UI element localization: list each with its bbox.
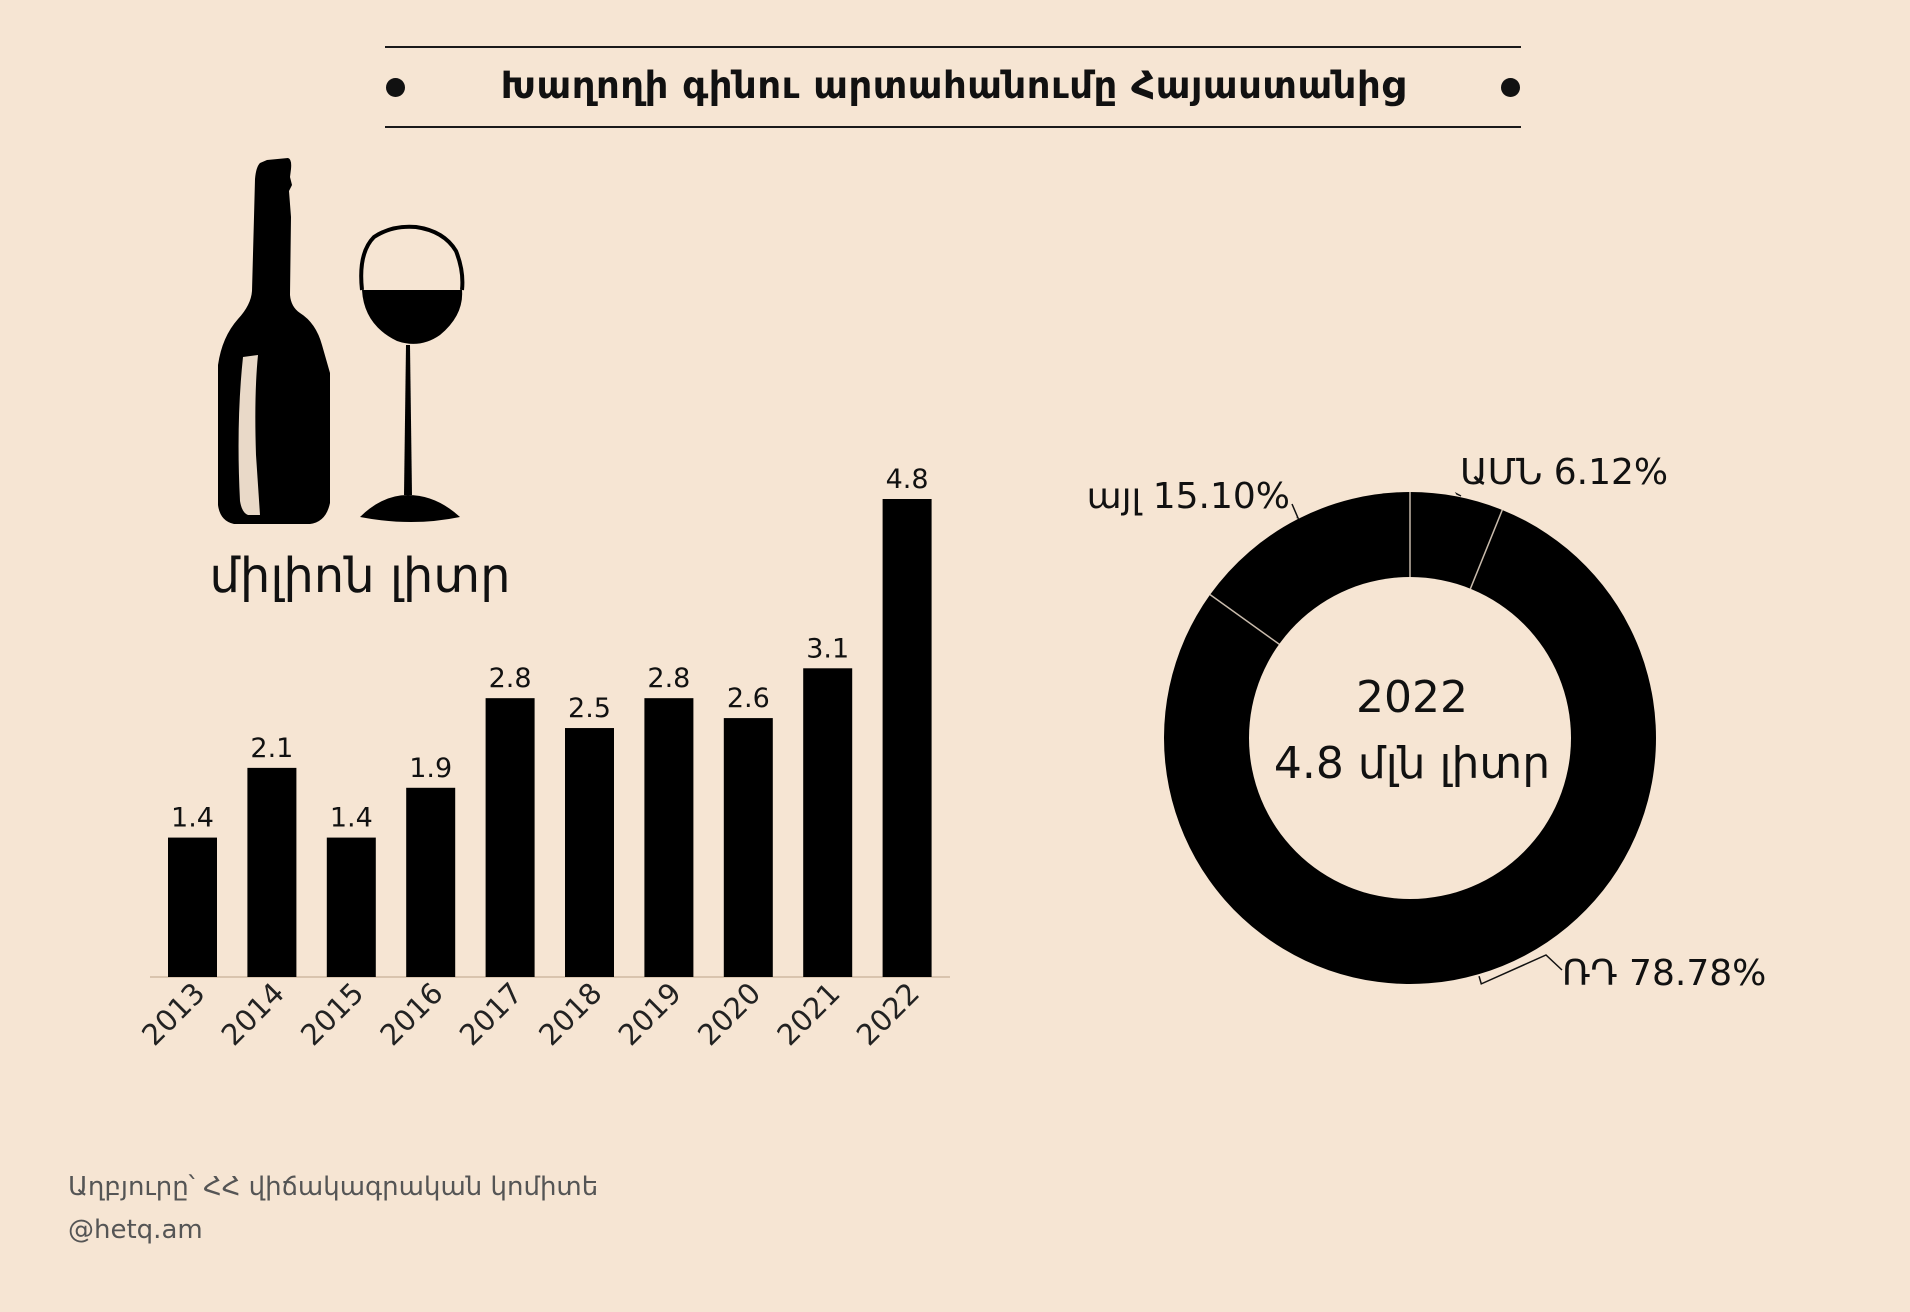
leader-line [1478, 954, 1563, 985]
bar-2019 [644, 698, 694, 977]
bar-value-labels: 1.4 2.1 1.4 1.9 2.8 2.5 2.8 2.6 3.1 4.8 [171, 464, 929, 834]
slice-label: այլ 15.10% [1087, 476, 1290, 517]
bar-value-label: 1.4 [171, 803, 214, 834]
bar-value-label: 4.8 [886, 464, 929, 495]
bar-value-label: 2.1 [250, 733, 293, 764]
bar-2016 [406, 787, 456, 977]
title-rule-bottom [385, 126, 1521, 128]
bar-value-label: 2.5 [568, 693, 611, 724]
wine-bottle-icon [218, 158, 330, 524]
donut-hole [1249, 577, 1571, 899]
footer: Աղբյուրը՝ ՀՀ վիճակագրական կոմիտե @hetq.a… [68, 1166, 598, 1252]
bar-value-label: 2.8 [489, 663, 532, 694]
bar-2021 [803, 668, 853, 977]
bar-value-label: 2.6 [727, 683, 770, 714]
leader-line [1291, 503, 1300, 520]
unit-label: միլիոն լիտր [209, 548, 511, 604]
bar-chart: 1.42.11.41.92.82.52.82.63.14.8 2013 2014 2… [135, 464, 950, 1052]
donut-labels: ԱՄՆ 6.12% ՌԴ 78.78% այլ 15.10% [1087, 452, 1767, 994]
source-note: Աղբյուրը՝ ՀՀ վիճակագրական կոմիտե [68, 1172, 599, 1202]
slice-separator [1209, 594, 1281, 646]
page-title: Խաղողի գինու արտահանումը Հայաստանից [500, 64, 1406, 107]
bullet-dot-right [1501, 78, 1520, 97]
bar-2014 [247, 767, 297, 977]
bar-2015 [326, 837, 376, 977]
slice-separator [1469, 509, 1503, 590]
bar-value-label: 3.1 [806, 633, 849, 664]
bar-2017 [485, 698, 535, 977]
bar-2018 [565, 728, 614, 977]
bar-2022 [882, 499, 932, 977]
wine-illustration [218, 158, 465, 524]
donut-chart: 2022 4.8 մլն լիտր ԱՄՆ 6.12% ՌԴ 78.78% այլ … [1087, 452, 1767, 994]
bar-2020 [723, 718, 773, 977]
bar-2013 [168, 837, 217, 977]
donut-center-total: 4.8 մլն լիտր [1274, 738, 1550, 789]
title-rule-top [385, 46, 1521, 48]
wine-glass-icon [359, 224, 465, 522]
slice-label: ՌԴ 78.78% [1562, 953, 1766, 994]
bar-value-label: 1.9 [409, 753, 452, 784]
donut-center-year: 2022 [1356, 672, 1468, 723]
bullet-dot-left [386, 78, 405, 97]
leader-line [1454, 492, 1462, 497]
bars-group [168, 499, 932, 977]
site-credit: @hetq.am [68, 1215, 203, 1245]
header: Խաղողի գինու արտահանումը Հայաստանից [385, 46, 1521, 128]
bar-value-label: 1.4 [330, 803, 373, 834]
bar-value-label: 2.8 [647, 663, 690, 694]
slice-label: ԱՄՆ 6.12% [1460, 452, 1668, 493]
